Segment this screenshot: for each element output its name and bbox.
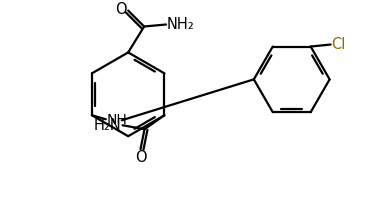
Text: H₂N: H₂N [94, 118, 122, 133]
Text: NH₂: NH₂ [167, 17, 195, 32]
Text: O: O [116, 2, 127, 17]
Text: Cl: Cl [332, 37, 346, 52]
Text: NH: NH [107, 113, 128, 127]
Text: O: O [135, 150, 146, 165]
